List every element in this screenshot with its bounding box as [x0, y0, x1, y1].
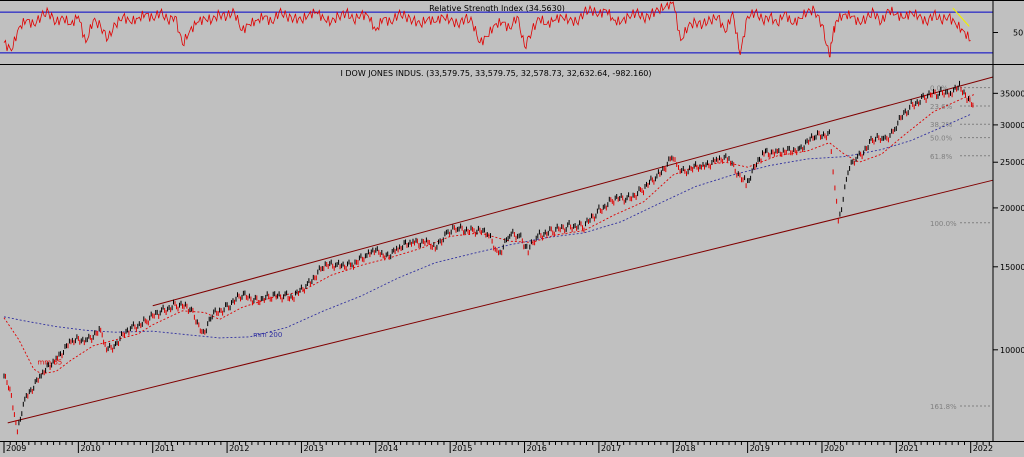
price-y-tick-label: 30000 — [1000, 121, 1024, 130]
channel-upper-line — [152, 76, 994, 307]
ma200-label: mm 200 — [253, 331, 282, 339]
x-tick-label: 2014 — [378, 444, 398, 453]
x-tick-label: 2018 — [675, 444, 695, 453]
x-tick-label: 2009 — [6, 444, 26, 453]
x-tick-label: 2015 — [452, 444, 472, 453]
ma65-label: mm 65 — [37, 359, 62, 367]
rsi-title: Relative Strength Index (34.5630) — [429, 4, 565, 13]
rsi-trend-line — [952, 7, 970, 27]
x-tick-label: 2016 — [527, 444, 547, 453]
rsi-panel: Relative Strength Index (34.5630) 50 — [0, 0, 1024, 65]
price-panel: I DOW JONES INDUS. (33,579.75, 33,579.75… — [0, 65, 1024, 453]
fib-level-label: 100.0% — [930, 220, 957, 228]
fib-level-label: 0.0% — [930, 85, 948, 93]
rsi-line — [3, 1, 971, 58]
ma65-line — [3, 94, 975, 375]
x-tick-label: 2017 — [601, 444, 621, 453]
x-tick-label: 2019 — [750, 444, 770, 453]
price-y-tick-label: 20000 — [1000, 204, 1024, 213]
fib-level-label: 161.8% — [930, 403, 957, 411]
x-tick-label: 2011 — [155, 444, 175, 453]
ma200-line — [3, 113, 971, 339]
x-tick-label: 2013 — [303, 444, 323, 453]
price-title: I DOW JONES INDUS. (33,579.75, 33,579.75… — [340, 69, 651, 78]
fib-level-label: 61.8% — [930, 153, 953, 161]
x-tick-label: 2021 — [898, 444, 918, 453]
x-tick-label: 2022 — [973, 444, 993, 453]
price-y-tick-label: 35000 — [1000, 89, 1024, 98]
channel-lower-line — [7, 179, 994, 424]
price-y-tick-label: 15000 — [1000, 263, 1024, 272]
price-y-tick-label: 25000 — [1000, 158, 1024, 167]
x-tick-label: 2020 — [824, 444, 844, 453]
rsi-y-tick-label: 50 — [1013, 29, 1023, 38]
price-y-tick-label: 10000 — [1000, 346, 1024, 355]
x-tick-label: 2010 — [80, 444, 100, 453]
x-tick-label: 2012 — [229, 444, 249, 453]
fib-level-label: 38.2% — [930, 121, 953, 129]
fib-level-label: 23.6% — [930, 103, 953, 111]
fib-level-label: 50.0% — [930, 135, 953, 143]
